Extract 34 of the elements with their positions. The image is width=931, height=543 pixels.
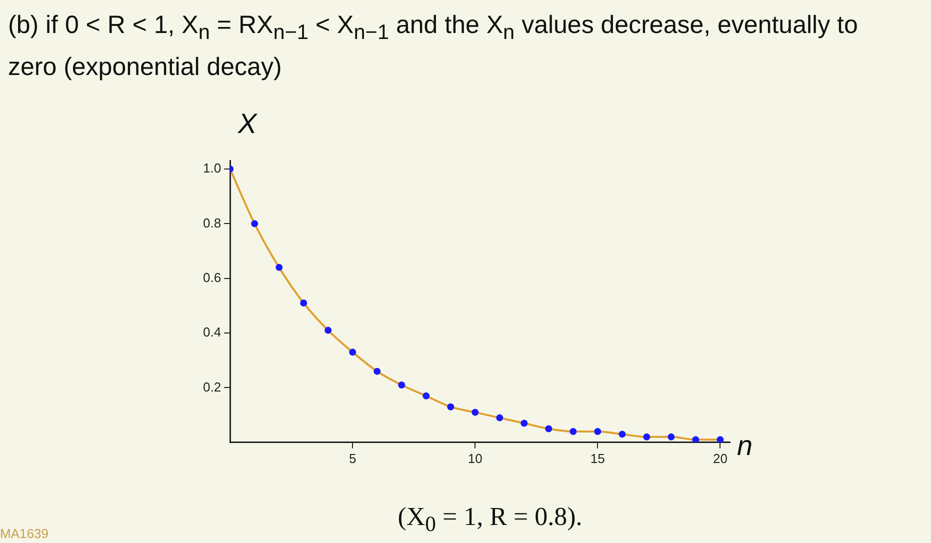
text: MA1639	[0, 526, 48, 541]
point	[276, 264, 283, 271]
y-tick-label: 0.6	[202, 270, 222, 285]
point	[422, 392, 430, 400]
point	[520, 420, 528, 427]
point	[472, 408, 479, 416]
point	[300, 299, 308, 306]
point	[618, 430, 626, 438]
x-tick-label: 10	[468, 450, 482, 466]
y-axis-title: X	[238, 108, 257, 140]
point	[251, 220, 258, 228]
x-tick-label: 5	[348, 450, 356, 466]
y-tick-label: 0.4	[202, 324, 222, 340]
y-tick-label: 1.0	[202, 160, 222, 176]
text: (X$_{0}$ = 1, R = 0.8).	[396, 502, 584, 538]
point	[447, 403, 454, 410]
point	[398, 381, 406, 388]
point	[716, 436, 724, 442]
x-tick-label: 15	[590, 450, 605, 466]
point	[643, 433, 650, 440]
point	[692, 436, 700, 442]
point	[545, 425, 552, 432]
chart-title: (b) if 0 < R < 1, X$_{n}$ = RX$_{n−1}$ < X$_{n−1}$ and the X$_{n}$ values decrease, eventually to zero (exponential decay)	[8, 11, 858, 81]
point	[570, 428, 577, 435]
x-tick-label: 20	[712, 450, 728, 466]
point	[668, 433, 675, 440]
x-axis-title: n	[737, 430, 753, 462]
point	[496, 414, 504, 422]
point	[349, 348, 356, 356]
point	[374, 368, 381, 375]
y-tick-label: 0.2	[202, 379, 222, 394]
y-tick-label: 0.8	[202, 215, 222, 230]
point	[324, 326, 332, 334]
point	[594, 428, 602, 435]
